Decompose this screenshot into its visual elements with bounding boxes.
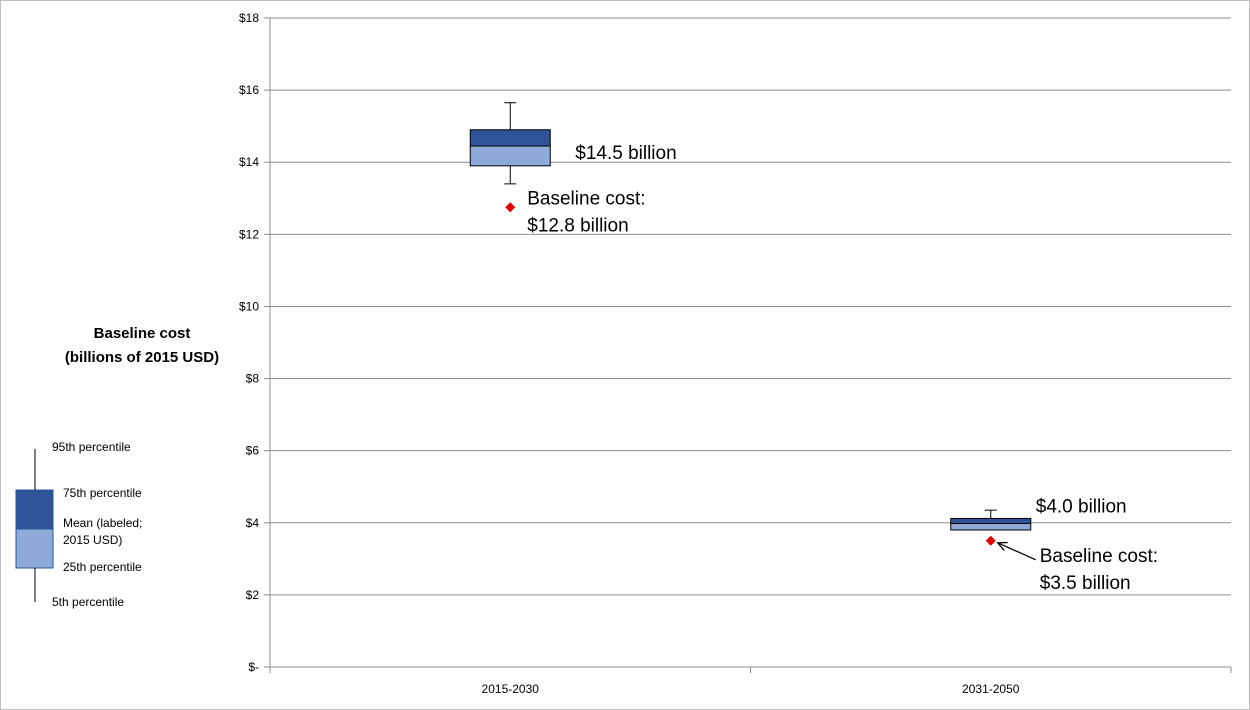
legend-label-mean-1: Mean (labeled;: [63, 516, 142, 530]
legend-label-p75: 75th percentile: [63, 486, 142, 500]
y-tick-label: $10: [239, 299, 259, 313]
baseline-arrow: [997, 542, 1037, 561]
y-tick-label: $18: [239, 11, 259, 25]
mean-label: $14.5 billion: [575, 143, 676, 164]
legend-label-p25: 25th percentile: [63, 560, 142, 574]
box-upper-p75-mean: [950, 517, 1032, 524]
legend-label-p95: 95th percentile: [52, 440, 131, 454]
box-lower-mean-p25: [469, 145, 551, 167]
baseline-arrow-head: [996, 541, 1008, 551]
baseline-marker: [985, 535, 996, 546]
y-tick-label: $6: [246, 444, 260, 458]
box-lower-mean-p25: [950, 522, 1032, 531]
y-tick-label: $-: [248, 660, 259, 674]
legend-title-line-1: Baseline cost: [94, 325, 191, 342]
legend-label-p5: 5th percentile: [52, 595, 124, 609]
baseline-label: $12.8 billion: [527, 215, 628, 236]
mean-label: $4.0 billion: [1036, 496, 1127, 517]
legend-title-line-2: (billions of 2015 USD): [65, 349, 219, 366]
baseline-label: $3.5 billion: [1040, 573, 1131, 594]
baseline-label: Baseline cost:: [1040, 546, 1158, 567]
legend-upper-box: [15, 489, 54, 530]
y-tick-label: $12: [239, 227, 259, 241]
legend-label-mean-2: 2015 USD): [63, 533, 122, 547]
y-tick-label: $8: [246, 372, 260, 386]
y-tick-label: $2: [246, 588, 260, 602]
y-tick-label: $16: [239, 83, 259, 97]
legend: Baseline cost (billions of 2015 USD) 95t…: [15, 325, 219, 609]
baseline-label: Baseline cost:: [527, 188, 645, 209]
baseline-marker: [505, 202, 516, 213]
y-tick-label: $14: [239, 155, 259, 169]
y-tick-label: $4: [246, 516, 260, 530]
legend-lower-box: [15, 528, 54, 569]
x-category-label: 2015-2030: [482, 682, 540, 696]
x-category-label: 2031-2050: [962, 682, 1020, 696]
box-upper-p75-mean: [469, 129, 551, 147]
